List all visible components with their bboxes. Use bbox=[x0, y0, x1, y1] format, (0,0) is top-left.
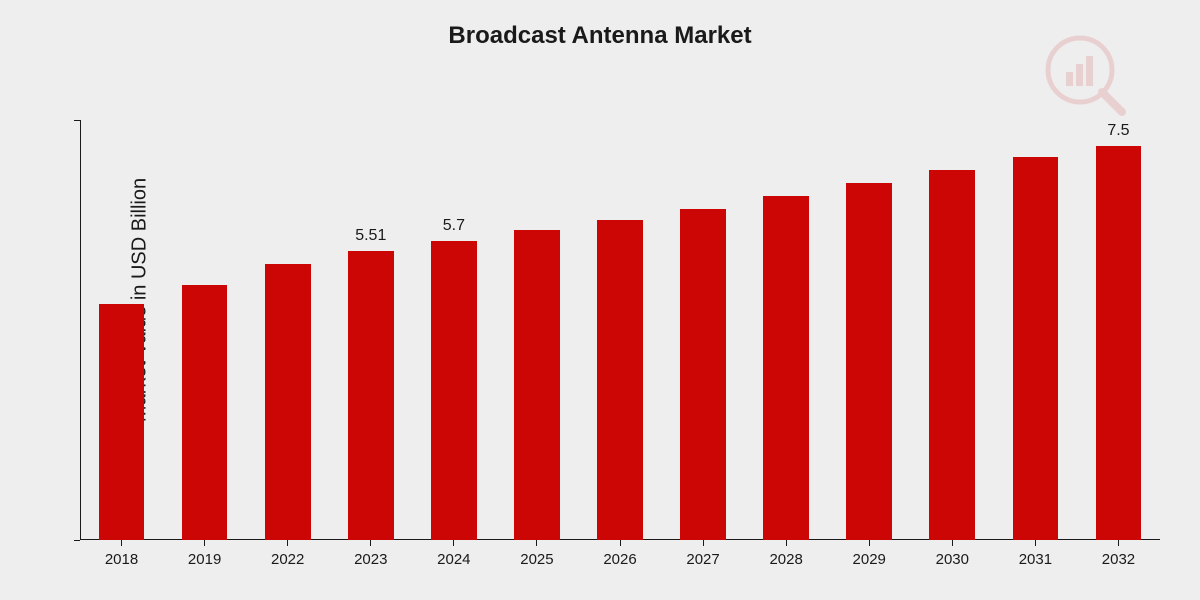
x-category-label: 2019 bbox=[188, 551, 221, 568]
plot-area: 20182019202220235.5120245.72025202620272… bbox=[80, 120, 1160, 540]
x-tick bbox=[1035, 540, 1036, 546]
x-tick bbox=[370, 540, 371, 546]
x-tick bbox=[869, 540, 870, 546]
bar bbox=[597, 220, 643, 540]
watermark-logo-icon bbox=[1040, 30, 1130, 125]
x-category-label: 2027 bbox=[686, 551, 719, 568]
x-category-label: 2032 bbox=[1102, 551, 1135, 568]
bar-value-label: 7.5 bbox=[1107, 122, 1129, 140]
x-category-label: 2026 bbox=[603, 551, 636, 568]
x-category-label: 2029 bbox=[853, 551, 886, 568]
x-tick bbox=[204, 540, 205, 546]
bar bbox=[265, 264, 311, 540]
x-tick bbox=[786, 540, 787, 546]
bar-value-label: 5.7 bbox=[443, 217, 465, 235]
bar bbox=[846, 183, 892, 540]
bar bbox=[431, 241, 477, 540]
bar bbox=[348, 251, 394, 540]
bar bbox=[1096, 146, 1142, 540]
x-tick bbox=[1118, 540, 1119, 546]
x-tick bbox=[620, 540, 621, 546]
x-category-label: 2022 bbox=[271, 551, 304, 568]
x-tick bbox=[536, 540, 537, 546]
x-category-label: 2018 bbox=[105, 551, 138, 568]
x-tick bbox=[453, 540, 454, 546]
y-axis-line bbox=[80, 120, 81, 540]
y-tick bbox=[74, 540, 80, 541]
x-tick bbox=[952, 540, 953, 546]
bar bbox=[1013, 157, 1059, 540]
x-category-label: 2031 bbox=[1019, 551, 1052, 568]
bar bbox=[99, 304, 145, 540]
x-tick bbox=[121, 540, 122, 546]
x-tick bbox=[703, 540, 704, 546]
x-category-label: 2023 bbox=[354, 551, 387, 568]
x-category-label: 2025 bbox=[520, 551, 553, 568]
bar bbox=[182, 285, 228, 540]
x-category-label: 2030 bbox=[936, 551, 969, 568]
x-category-label: 2028 bbox=[769, 551, 802, 568]
chart-title: Broadcast Antenna Market bbox=[448, 22, 751, 50]
y-tick bbox=[74, 120, 80, 121]
bar bbox=[929, 170, 975, 540]
bar-value-label: 5.51 bbox=[355, 227, 386, 245]
bar bbox=[514, 230, 560, 540]
x-tick bbox=[287, 540, 288, 546]
bar bbox=[763, 196, 809, 540]
x-category-label: 2024 bbox=[437, 551, 470, 568]
bar bbox=[680, 209, 726, 540]
